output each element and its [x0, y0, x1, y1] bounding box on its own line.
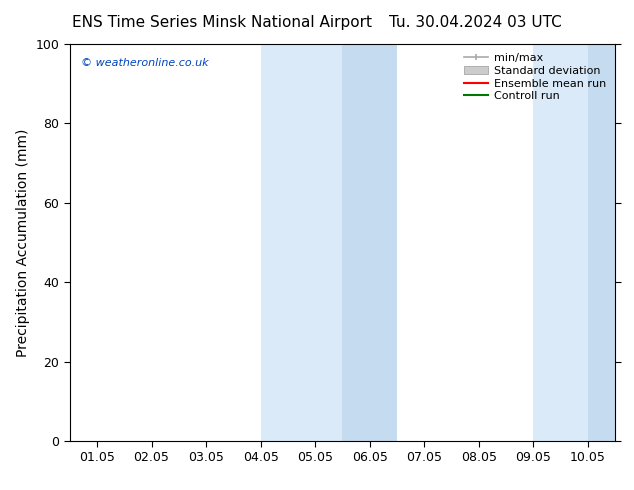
Text: ENS Time Series Minsk National Airport: ENS Time Series Minsk National Airport: [72, 15, 372, 30]
Bar: [588, 44, 615, 441]
Y-axis label: Precipitation Accumulation (mm): Precipitation Accumulation (mm): [16, 128, 30, 357]
Bar: [342, 44, 397, 441]
Bar: [533, 44, 588, 441]
Text: Tu. 30.04.2024 03 UTC: Tu. 30.04.2024 03 UTC: [389, 15, 562, 30]
Legend: min/max, Standard deviation, Ensemble mean run, Controll run: min/max, Standard deviation, Ensemble me…: [460, 49, 609, 105]
Bar: [261, 44, 342, 441]
Text: © weatheronline.co.uk: © weatheronline.co.uk: [81, 58, 209, 68]
